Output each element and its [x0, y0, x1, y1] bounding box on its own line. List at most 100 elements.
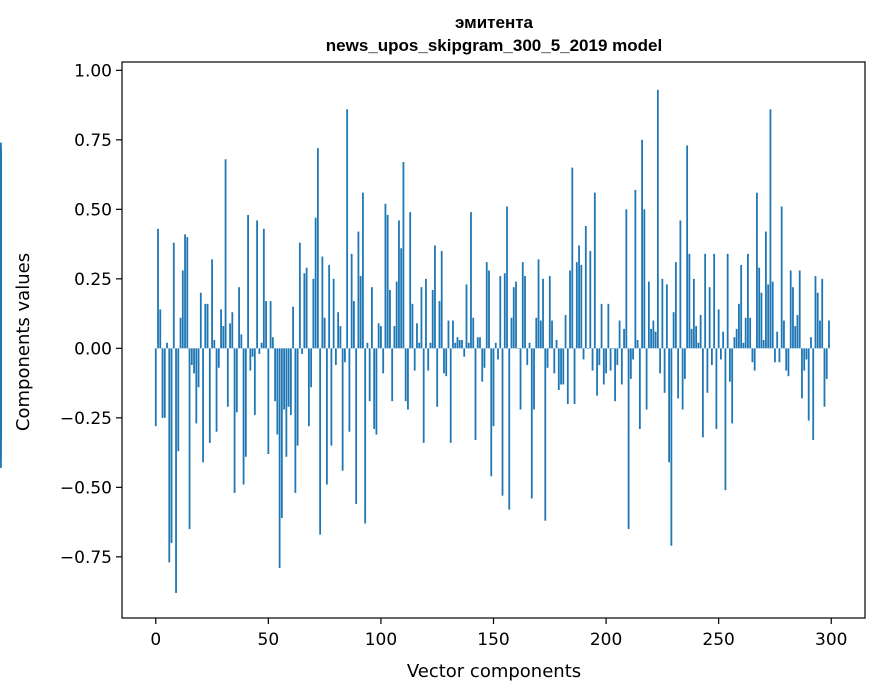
bar: [402, 162, 405, 349]
bar: [715, 348, 718, 429]
bar: [677, 348, 680, 399]
bar: [692, 278, 695, 349]
bar: [629, 348, 632, 379]
x-tick-label: 200: [590, 630, 622, 650]
bar: [765, 231, 767, 349]
y-axis-label: Components values: [13, 253, 34, 431]
x-tick-label: 100: [365, 630, 397, 650]
bar: [535, 317, 538, 349]
bar: [179, 317, 182, 349]
bar: [220, 309, 222, 349]
bar: [695, 326, 698, 349]
bar: [488, 270, 490, 349]
bar: [512, 287, 515, 349]
bar: [456, 337, 459, 349]
bar: [337, 312, 340, 349]
bar: [294, 348, 297, 493]
bar: [481, 348, 484, 382]
bar: [668, 348, 671, 463]
bar: [197, 348, 200, 388]
bar: [476, 337, 479, 349]
bar: [582, 348, 585, 360]
bar: [0, 148, 2, 349]
bar: [760, 292, 763, 349]
bar: [744, 317, 747, 349]
bar: [276, 348, 279, 435]
bar: [420, 287, 423, 349]
bar: [170, 348, 173, 543]
chart-title-line-2: news_upos_skipgram_300_5_2019 model: [326, 36, 662, 55]
bar: [166, 342, 168, 349]
bar: [438, 301, 441, 349]
y-tick-label: 1.00: [74, 61, 112, 81]
bar: [749, 317, 752, 349]
bar: [521, 262, 524, 349]
bar: [537, 259, 540, 349]
bar: [310, 348, 313, 388]
bar: [325, 348, 328, 485]
bar: [371, 287, 373, 349]
bar: [681, 348, 684, 410]
bar: [553, 348, 556, 374]
bar: [807, 348, 810, 421]
bar: [774, 348, 776, 363]
bar: [519, 348, 522, 410]
bar: [467, 342, 470, 349]
bar: [490, 348, 493, 477]
bar: [503, 273, 506, 349]
bar: [416, 323, 418, 349]
bar: [422, 348, 425, 443]
x-tick-label: 300: [815, 630, 847, 650]
bar: [231, 312, 234, 349]
bar: [346, 109, 349, 349]
bar: [720, 348, 722, 360]
bar: [632, 348, 634, 360]
bar: [661, 278, 664, 349]
bar: [157, 228, 159, 349]
bar: [217, 348, 220, 368]
bar: [215, 348, 218, 432]
bar: [605, 348, 607, 374]
bar: [411, 303, 414, 349]
bar: [404, 348, 407, 402]
bar: [287, 348, 290, 407]
bar: [812, 348, 815, 441]
bar: [226, 348, 229, 407]
chart-title-line-1: эмитента: [455, 13, 534, 32]
bar: [427, 348, 430, 371]
bar: [690, 328, 693, 349]
bar: [265, 301, 267, 349]
bar: [312, 278, 315, 349]
bar: [190, 348, 193, 366]
bar: [391, 348, 394, 402]
bar: [555, 340, 558, 349]
bar: [638, 348, 641, 429]
bar: [195, 348, 198, 424]
bar: [373, 348, 376, 429]
bar: [274, 348, 276, 402]
bar: [443, 348, 445, 374]
bar: [431, 289, 434, 349]
bar: [249, 348, 252, 371]
bar: [645, 348, 648, 410]
bar: [316, 148, 319, 349]
bar: [762, 340, 765, 349]
bar: [780, 206, 783, 349]
bar: [323, 317, 326, 349]
bar: [382, 348, 385, 374]
bar: [729, 348, 731, 382]
bar: [362, 192, 364, 349]
bar: [247, 214, 249, 349]
bar: [708, 287, 711, 349]
bar: [650, 328, 653, 349]
bar: [756, 192, 758, 349]
bar: [386, 214, 389, 349]
bar: [704, 253, 707, 349]
bar: [656, 89, 659, 349]
bar: [731, 348, 734, 424]
bar: [578, 245, 580, 349]
bar: [357, 231, 360, 349]
bar: [260, 342, 263, 349]
bar: [747, 253, 749, 349]
